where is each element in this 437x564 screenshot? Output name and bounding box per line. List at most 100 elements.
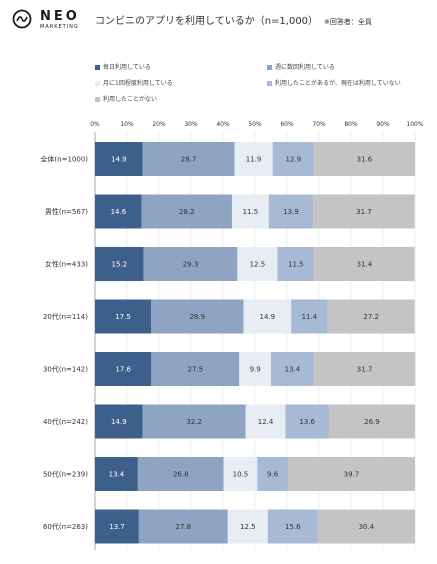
bar-segment — [239, 352, 271, 386]
legend-swatch — [267, 81, 272, 86]
data-label: 9.6 — [267, 471, 279, 479]
category-label: 50代(n=239) — [43, 470, 88, 479]
chart-title: コンビニのアプリを利用しているか（n=1,000） ※回答者：全員 — [95, 12, 372, 27]
data-label: 12.9 — [285, 156, 301, 164]
data-label: 13.4 — [285, 366, 301, 374]
data-label: 39.7 — [344, 471, 360, 479]
bar-segment — [245, 404, 286, 439]
data-label: 32.2 — [186, 418, 202, 426]
bar-segment — [291, 299, 328, 334]
legend-item-never: 利用したことがない — [95, 94, 157, 103]
category-label: 20代(n=114) — [43, 312, 88, 321]
bar-segment — [267, 509, 318, 544]
data-label: 11.5 — [288, 261, 304, 269]
bar-segment — [223, 457, 258, 491]
data-label: 10.5 — [233, 471, 249, 479]
legend-item-monthly: 月に1回程度利用している — [95, 78, 173, 87]
legend-item-former: 利用したことがあるが、現在は利用していない — [267, 78, 401, 87]
bar-segment — [151, 352, 240, 386]
data-label: 13.4 — [109, 471, 125, 479]
data-label: 27.8 — [176, 523, 192, 531]
legend-item-weekly: 週に数回利用している — [267, 62, 335, 71]
data-label: 11.9 — [246, 156, 262, 164]
data-label: 12.5 — [240, 523, 256, 531]
legend-label: 利用したことがない — [103, 96, 158, 103]
bar-segment — [95, 194, 142, 229]
bar-segment — [142, 404, 246, 439]
logo-text: NEO — [40, 9, 80, 24]
bar-segment — [95, 142, 143, 176]
x-tick-label: 80% — [344, 121, 358, 128]
data-label: 9.9 — [250, 366, 261, 374]
bar-segment — [95, 509, 139, 544]
data-label: 26.9 — [364, 418, 380, 426]
data-label: 27.2 — [363, 313, 379, 321]
bar-segment — [243, 299, 292, 334]
data-label: 14.9 — [111, 418, 127, 426]
bar-segment — [227, 509, 268, 544]
bar-segment — [285, 404, 329, 439]
category-label: 全体(n=1000) — [40, 155, 88, 164]
bar-segment — [95, 299, 151, 334]
bar-segment — [231, 194, 269, 229]
x-tick-label: 20% — [152, 121, 166, 128]
legend: 毎日利用している 週に数回利用している 月に1回程度利用している 利用したことが… — [95, 62, 425, 112]
neo-logo-icon — [12, 9, 32, 29]
legend-label: 週に数回利用している — [275, 64, 335, 71]
bar-segment — [313, 194, 415, 229]
data-label: 14.6 — [111, 208, 127, 216]
bar-segment — [328, 404, 415, 439]
x-tick-label: 50% — [248, 121, 262, 128]
bar-segment — [314, 247, 415, 281]
x-tick-label: 30% — [184, 121, 198, 128]
x-tick-label: 70% — [312, 121, 326, 128]
category-label: 30代(n=142) — [43, 365, 88, 374]
logo-subtext: MARKETING — [40, 24, 79, 30]
legend-label: 月に1回程度利用している — [103, 80, 173, 87]
data-label: 29.3 — [183, 261, 199, 269]
header: NEO MARKETING コンビニのアプリを利用しているか（n=1,000） ※… — [0, 0, 437, 40]
x-tick-label: 60% — [280, 121, 294, 128]
bar-segment — [268, 194, 314, 229]
category-label: 60代(n=263) — [43, 522, 88, 531]
data-label: 30.4 — [359, 523, 375, 531]
bar-segment — [277, 247, 315, 281]
data-label: 14.9 — [111, 156, 127, 164]
stacked-bar-chart: 0% 10% 20% 30% 40% 50% 60% 70% 80% 90% 100% 全体(n=10… — [40, 121, 424, 550]
bar-segment — [95, 404, 143, 439]
x-tick-label: 40% — [216, 121, 230, 128]
legend-swatch — [95, 81, 100, 86]
bar-segment — [137, 457, 224, 491]
bar-segment — [95, 247, 144, 281]
legend-swatch — [267, 65, 272, 70]
data-label: 28.7 — [181, 156, 197, 164]
category-label: 女性(n=433) — [45, 260, 88, 269]
bar-segment — [237, 247, 278, 281]
chart-title-text: コンビニのアプリを利用しているか（n=1,000） — [95, 16, 319, 27]
bar-segment — [287, 457, 415, 491]
legend-swatch — [95, 65, 100, 70]
x-tick-label: 100% — [406, 121, 423, 128]
x-tick-label: 10% — [120, 121, 134, 128]
x-tick-label: 0% — [90, 121, 100, 128]
data-label: 12.4 — [258, 418, 274, 426]
bar-segment — [257, 457, 288, 491]
data-label: 13.7 — [109, 523, 125, 531]
data-label: 28.2 — [179, 208, 195, 216]
legend-item-daily: 毎日利用している — [95, 62, 151, 71]
bar-segment — [95, 457, 138, 491]
bar-segment — [151, 299, 244, 334]
data-label: 13.9 — [283, 208, 299, 216]
bar-segment — [272, 142, 314, 176]
data-label: 11.5 — [243, 208, 259, 216]
data-label: 12.5 — [250, 261, 266, 269]
bar-segment — [234, 142, 273, 176]
legend-label: 利用したことがあるが、現在は利用していない — [275, 80, 401, 87]
bar-segment — [271, 352, 314, 386]
data-label: 31.6 — [357, 156, 373, 164]
data-label: 17.6 — [115, 366, 131, 374]
legend-label: 毎日利用している — [103, 64, 151, 71]
data-label: 26.8 — [173, 471, 189, 479]
bar-segment — [143, 247, 238, 281]
bar-segment — [317, 509, 415, 544]
